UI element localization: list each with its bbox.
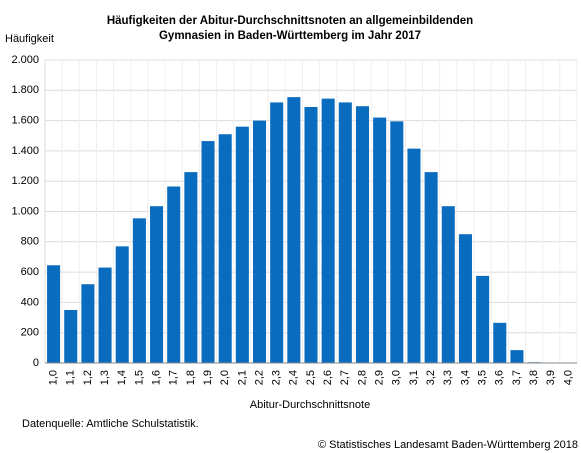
bar xyxy=(201,141,215,363)
bar xyxy=(98,267,112,363)
x-tick-label: 3,4 xyxy=(459,370,471,385)
bar xyxy=(441,206,455,363)
bar xyxy=(235,126,249,363)
x-tick-label: 1,3 xyxy=(99,370,111,385)
x-tick-label: 3,0 xyxy=(391,370,403,385)
x-tick-label: 3,9 xyxy=(545,370,557,385)
y-tick-label: 0 xyxy=(33,357,39,369)
y-tick-label: 1.400 xyxy=(11,145,39,157)
bar xyxy=(47,265,61,363)
x-tick-label: 2,6 xyxy=(322,370,334,385)
bar xyxy=(321,98,335,363)
x-tick-label: 3,1 xyxy=(408,370,420,385)
x-tick-label: 1,0 xyxy=(47,370,59,385)
bar xyxy=(64,309,78,363)
x-tick-label: 3,3 xyxy=(442,370,454,385)
y-axis-label: Häufigkeit xyxy=(5,33,54,45)
bar xyxy=(150,206,164,363)
bar xyxy=(493,322,507,363)
x-tick-label: 2,5 xyxy=(305,370,317,385)
x-tick-label: 2,8 xyxy=(356,370,368,385)
x-tick-label: 2,9 xyxy=(374,370,386,385)
bar xyxy=(407,148,421,363)
x-tick-label: 2,0 xyxy=(219,370,231,385)
x-tick-label: 3,7 xyxy=(511,370,523,385)
x-tick-label: 3,8 xyxy=(528,370,540,385)
source: Datenquelle: Amtliche Schulstatistik. xyxy=(22,418,199,430)
bar xyxy=(270,102,284,364)
x-tick-label: 1,9 xyxy=(202,370,214,385)
x-tick-label: 1,4 xyxy=(116,370,128,385)
x-tick-label: 2,3 xyxy=(271,370,283,385)
x-tick-label: 3,6 xyxy=(494,370,506,385)
bar xyxy=(424,172,438,363)
bar xyxy=(287,97,301,364)
bar xyxy=(373,117,387,363)
bar xyxy=(458,234,472,363)
y-tick-label: 1.200 xyxy=(11,175,39,187)
bar xyxy=(252,120,267,363)
y-tick-label: 400 xyxy=(21,296,39,308)
x-tick-label: 1,1 xyxy=(65,370,77,385)
x-tick-label: 2,1 xyxy=(236,370,248,385)
bar xyxy=(355,106,370,364)
x-tick-label: 1,5 xyxy=(133,370,145,385)
bar xyxy=(81,284,95,363)
y-tick-label: 2.000 xyxy=(11,54,39,66)
y-tick-label: 200 xyxy=(21,327,39,339)
bar xyxy=(115,246,129,363)
bar xyxy=(132,218,146,363)
x-tick-label: 1,6 xyxy=(150,370,162,385)
y-tick-label: 1.000 xyxy=(11,205,39,217)
y-tick-label: 1.600 xyxy=(11,115,39,127)
x-tick-label: 1,2 xyxy=(82,370,94,385)
x-tick-label: 2,4 xyxy=(288,370,300,385)
bar xyxy=(476,275,490,363)
bar xyxy=(390,121,404,363)
x-tick-label: 1,8 xyxy=(185,370,197,385)
bar xyxy=(338,102,352,364)
bar xyxy=(510,350,524,363)
y-tick-label: 600 xyxy=(21,266,39,278)
bar xyxy=(304,106,318,363)
x-tick-label: 2,7 xyxy=(339,370,351,385)
x-tick-label: 1,7 xyxy=(168,370,180,385)
x-tick-label: 3,2 xyxy=(425,370,437,385)
x-tick-label: 4,0 xyxy=(562,370,574,385)
bar xyxy=(167,186,181,363)
bar xyxy=(184,172,198,363)
x-tick-label: 3,5 xyxy=(477,370,489,385)
chart-title: Häufigkeiten der Abitur-Durchschnittsnot… xyxy=(106,15,474,42)
copyright: © Statistisches Landesamt Baden-Württemb… xyxy=(318,439,578,451)
y-tick-label: 800 xyxy=(21,236,39,248)
x-tick-label: 2,2 xyxy=(253,370,265,385)
y-tick-label: 1.800 xyxy=(11,84,39,96)
x-axis-label: Abitur-Durchschnittsnote xyxy=(250,399,370,411)
bar xyxy=(218,134,232,363)
